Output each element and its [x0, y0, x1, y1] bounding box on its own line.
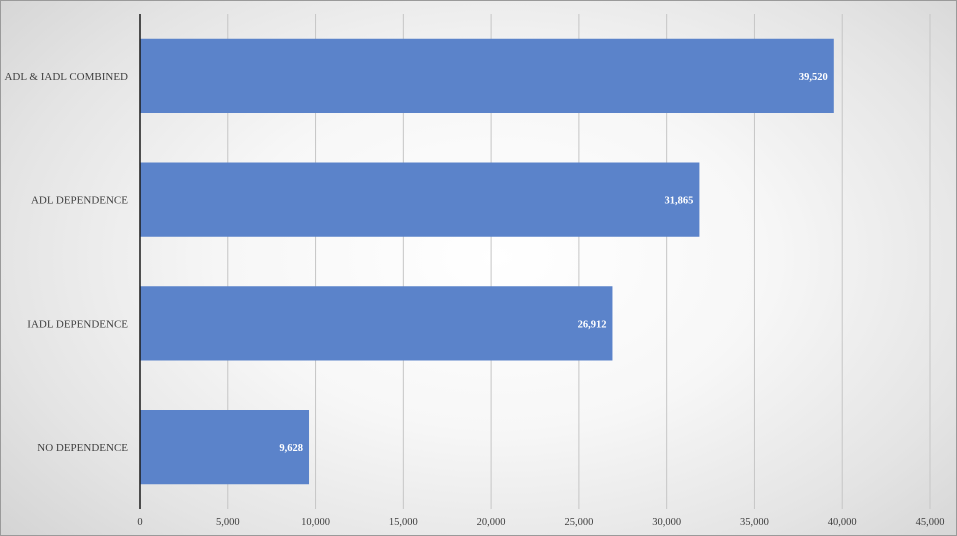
x-tick-label: 40,000 — [828, 517, 857, 528]
bar — [140, 38, 834, 113]
x-tick-label: 45,000 — [916, 517, 945, 528]
x-tick-label: 25,000 — [564, 517, 593, 528]
x-tick-label: 5,000 — [216, 517, 240, 528]
labels: 0 5,000 10,000 15,000 20,000 25,000 30,000 35,0… — [4, 71, 944, 528]
x-tick-label: 35,000 — [740, 517, 769, 528]
bar — [140, 286, 613, 361]
bar — [140, 410, 310, 485]
category-label: IADL DEPENDENCE — [27, 318, 128, 330]
x-tick-label: 20,000 — [477, 517, 506, 528]
category-label: ADL DEPENDENCE — [31, 195, 128, 207]
category-label: ADL & IADL COMBINED — [4, 71, 128, 83]
x-tick-label: 10,000 — [301, 517, 330, 528]
x-tick-label: 30,000 — [652, 517, 681, 528]
x-tick-label: 15,000 — [389, 517, 418, 528]
x-tick-label: 0 — [137, 517, 142, 528]
data-label: 26,912 — [578, 319, 607, 330]
data-label: 31,865 — [665, 196, 694, 207]
bars — [140, 38, 834, 485]
data-label: 9,628 — [279, 443, 303, 454]
data-label: 39,520 — [799, 72, 828, 83]
category-label: NO DEPENDENCE — [37, 442, 128, 454]
bar — [140, 162, 700, 237]
